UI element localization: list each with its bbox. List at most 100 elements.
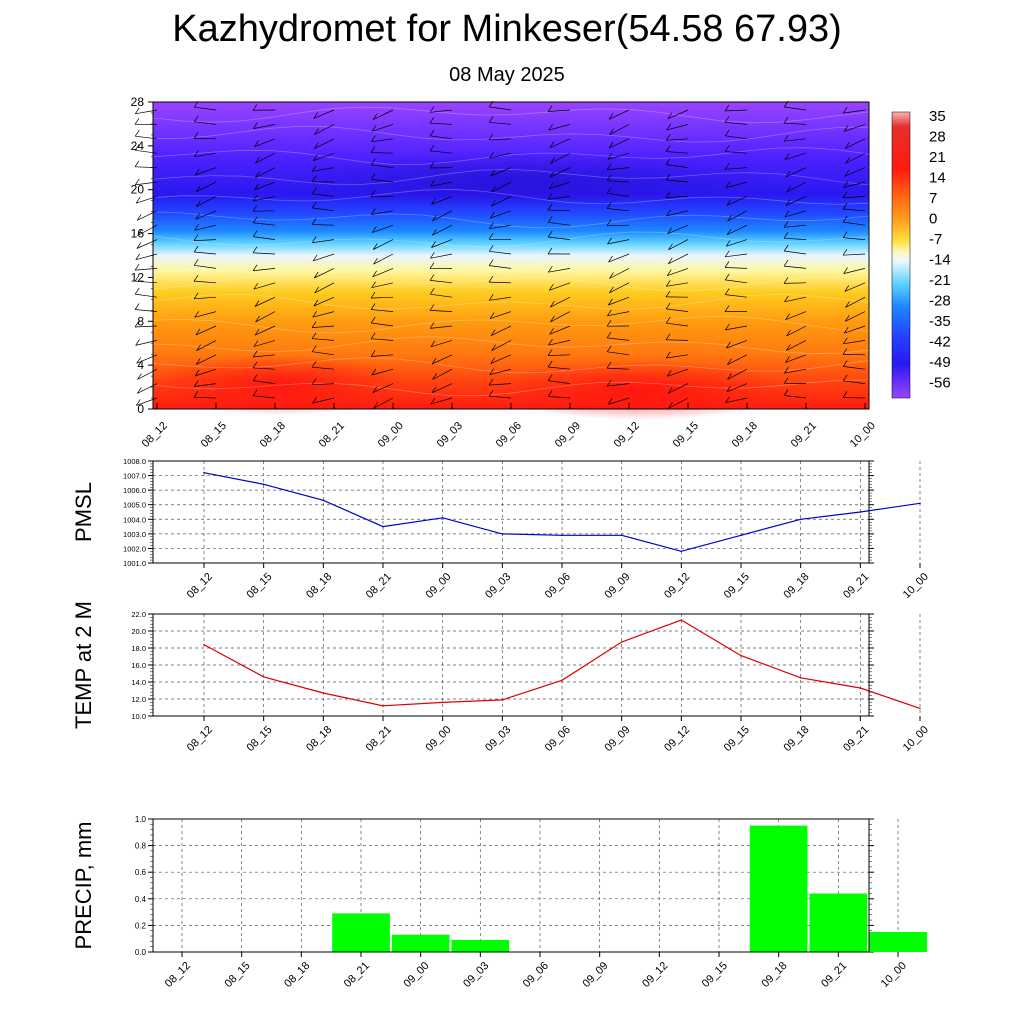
wind-barb-shaft (668, 383, 689, 394)
wind-barb-flag (371, 125, 377, 132)
series-point (620, 534, 623, 537)
wind-barb-flag (490, 212, 495, 219)
wind-barb-flag (137, 229, 142, 236)
colorbar-label: -42 (929, 334, 951, 351)
wind-barb-flag (430, 397, 436, 405)
wind-barb-shaft (608, 296, 630, 306)
wind-barb-flag (311, 175, 317, 182)
wind-barb-flag (193, 115, 199, 122)
wind-barb-shaft (430, 109, 453, 113)
series-point (859, 687, 862, 689)
heatmap-y-tick-label: 0 (137, 402, 144, 416)
precip-bar (332, 913, 390, 952)
wind-barb-shaft (783, 282, 807, 284)
wind-barb-flag (134, 144, 140, 151)
wind-barb-flag (606, 361, 612, 369)
wind-barb-shaft (311, 383, 335, 386)
wind-barb-flag (135, 197, 141, 204)
y-tick-label: 22.0 (131, 610, 146, 619)
wind-barb-flag (724, 261, 730, 268)
wind-barb-shaft (432, 368, 453, 380)
wind-barb-shaft (194, 368, 217, 377)
wind-barb-flag (430, 340, 436, 347)
wind-barb-flag (548, 266, 553, 273)
wind-barb-flag (136, 214, 142, 221)
x-tick-label: 08_21 (342, 960, 372, 990)
wind-barb-flag (311, 187, 317, 194)
wind-barb-flag (194, 369, 200, 377)
wind-barb-shaft (431, 383, 453, 394)
colorbar-gradient (891, 111, 911, 399)
plot-frame (152, 818, 870, 953)
wind-barb-shaft (429, 310, 453, 312)
series-point (561, 679, 563, 682)
wind-barb-shaft (429, 122, 453, 125)
heatmap-contours (152, 106, 870, 397)
wind-barb-flag (608, 298, 613, 306)
wind-barb-flag (842, 231, 848, 238)
heatmap-y-tick-label: 28 (131, 95, 145, 109)
wind-barb-shaft (489, 224, 512, 230)
y-axis-label: PRECIP, mm (71, 822, 96, 950)
wind-barb-flag (724, 273, 730, 281)
wind-barb-shaft (430, 325, 453, 329)
wind-barb-shaft (312, 207, 335, 212)
wind-barb-flag (784, 295, 789, 302)
y-axis-label: PMSL (71, 482, 96, 542)
y-tick-label: 1001.0 (123, 559, 146, 568)
wind-barb-flag (432, 373, 437, 380)
wind-barb-flag (783, 135, 789, 142)
series-point (322, 692, 325, 694)
heatmap-contour-line (152, 336, 870, 355)
wind-barb-flag (313, 154, 318, 161)
wind-barb-shaft (726, 383, 748, 393)
wind-barb-flag (488, 233, 494, 240)
wind-barb-shaft (548, 181, 571, 190)
wind-barb-shaft (313, 296, 335, 307)
wind-barb-shaft (784, 152, 807, 160)
wind-barb-flag (842, 348, 848, 355)
wind-barb-shaft (548, 380, 571, 384)
wind-barb-flag (549, 328, 554, 335)
wind-barb-flag (194, 150, 199, 157)
wind-barb-shaft (194, 121, 217, 125)
wind-barb-shaft (784, 138, 807, 142)
wind-barb-flag (430, 252, 435, 259)
series-point (620, 641, 623, 643)
wind-barb-flag (312, 396, 317, 404)
wind-barb-flag (726, 228, 732, 235)
x-tick-label: 09_12 (640, 960, 670, 990)
heatmap-contour-line (152, 188, 870, 205)
wind-barb-flag (488, 390, 494, 397)
heatmap-contour-line (152, 357, 870, 374)
wind-barb-flag (489, 222, 494, 229)
wind-barb-flag (844, 285, 850, 292)
heatmap-contour-line (152, 379, 870, 397)
wind-barb-shaft (785, 354, 807, 363)
colorbar-label: -56 (929, 375, 951, 392)
wind-barb-shaft (843, 380, 866, 384)
wind-barb-shaft (489, 296, 512, 301)
wind-barb-shaft (194, 251, 217, 255)
temp-panel: 10.0 12.0 14.0 16.0 18.0 20.0 22.0 08_12 08_15 08… (71, 601, 931, 754)
wind-barb-flag (844, 142, 850, 149)
x-tick-label: 09_18 (781, 571, 811, 601)
x-tick-label: 09_03 (483, 571, 513, 601)
wind-barb-flag (606, 345, 612, 352)
series-point (561, 534, 563, 537)
wind-barb-flag (550, 300, 555, 308)
wind-barb-flag (193, 292, 199, 299)
x-tick-label: 08_15 (244, 571, 274, 601)
wind-barb-shaft (371, 322, 394, 327)
wind-barb-flag (134, 118, 140, 125)
wind-barb-flag (252, 350, 258, 358)
colorbar-labels: 35 28 21 14 7 0 -7 -14 -21 -28 -35 -42 -49 -56 (929, 108, 951, 392)
precip-bar (391, 934, 450, 952)
wind-barb-flag (193, 391, 199, 398)
wind-barb-flag (252, 389, 258, 396)
wind-barb-flag (606, 219, 612, 226)
wind-barb-flag (136, 242, 142, 249)
wind-barb-flag (134, 287, 140, 295)
x-tick-label: 08_21 (364, 724, 394, 754)
